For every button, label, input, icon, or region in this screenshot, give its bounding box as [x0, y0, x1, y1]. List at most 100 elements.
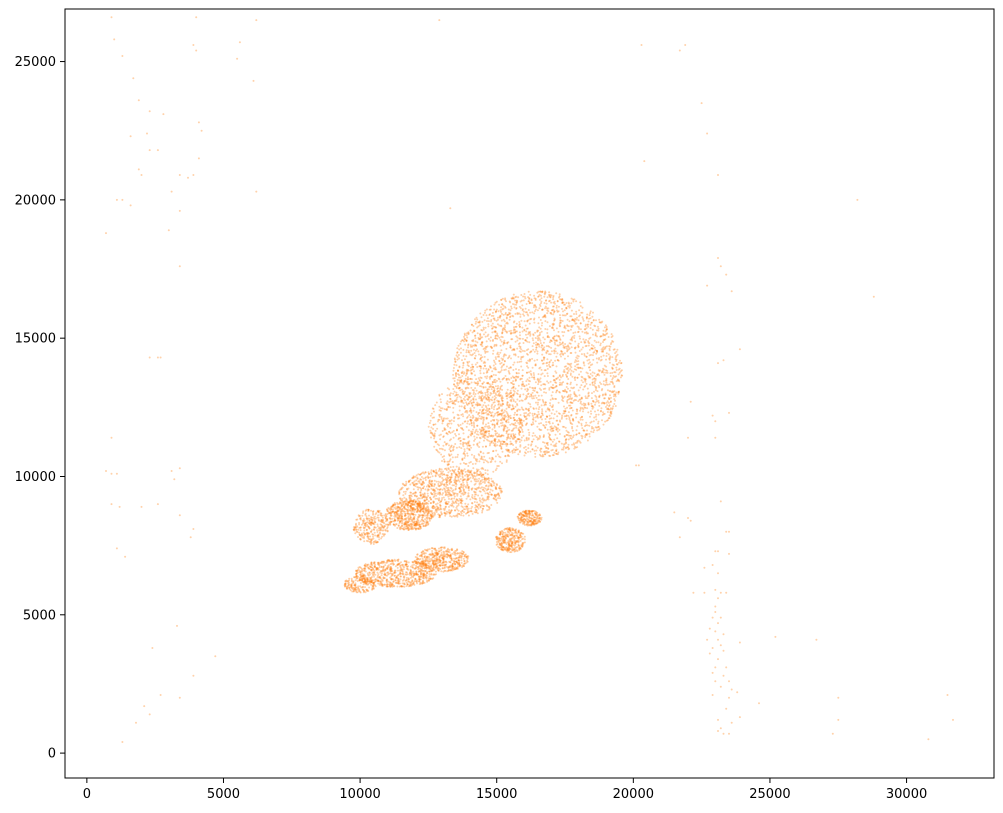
scatter-point: [536, 403, 539, 406]
scatter-point: [481, 501, 484, 504]
scatter-point: [521, 330, 524, 333]
scatter-point: [497, 387, 500, 390]
scatter-point: [497, 402, 500, 405]
scatter-point: [506, 342, 509, 345]
scatter-point: [478, 395, 481, 398]
scatter-point: [444, 489, 447, 492]
scatter-point: [487, 477, 490, 480]
scatter-point: [413, 517, 416, 520]
scatter-point: [486, 382, 489, 385]
scatter-point: [459, 440, 462, 442]
scatter-point: [475, 471, 478, 474]
scatter-point: [431, 510, 433, 512]
scatter-point: [467, 397, 470, 400]
scatter-point: [505, 391, 508, 394]
scatter-point: [600, 409, 602, 412]
scatter-point: [494, 378, 497, 381]
scatter-point: [553, 335, 556, 338]
scatter-point: [551, 427, 554, 430]
scatter-point: [562, 397, 565, 400]
scatter-point: [492, 390, 495, 393]
scatter-point: [582, 429, 585, 432]
scatter-point: [485, 430, 488, 433]
scatter-point: [467, 494, 470, 497]
scatter-point: [505, 379, 508, 382]
scatter-point: [519, 334, 521, 337]
scatter-point: [568, 363, 571, 366]
scatter-point: [550, 406, 553, 408]
scatter-point: [579, 367, 582, 369]
scatter-point: [521, 349, 524, 352]
scatter-point: [602, 401, 605, 404]
scatter-point: [499, 316, 501, 319]
scatter-point: [569, 395, 572, 398]
scatter-point: [465, 473, 468, 476]
scatter-point: [571, 423, 574, 426]
scatter-point: [510, 398, 513, 401]
scatter-point: [507, 370, 510, 372]
scatter-point: [585, 316, 588, 319]
scatter-point: [514, 449, 517, 451]
scatter-point: [456, 494, 459, 497]
scatter-point: [450, 445, 453, 448]
scatter-point: [608, 404, 611, 407]
scatter-point: [435, 440, 438, 443]
scatter-point: [585, 421, 588, 424]
scatter-point: [503, 363, 505, 366]
scatter-point: [463, 380, 466, 383]
scatter-point: [460, 379, 463, 382]
scatter-point: [448, 430, 451, 433]
scatter-point: [428, 519, 431, 522]
scatter-point: [501, 462, 503, 465]
scatter-point: [552, 305, 555, 308]
scatter-point: [542, 450, 545, 453]
scatter-point: [491, 419, 494, 421]
scatter-point: [525, 303, 528, 305]
scatter-point: [476, 318, 479, 321]
scatter-point: [519, 421, 522, 424]
scatter-point: [498, 324, 501, 327]
scatter-point: [560, 319, 563, 322]
scatter-point: [528, 297, 531, 300]
scatter-point: [457, 468, 460, 471]
scatter-point: [488, 440, 491, 443]
scatter-point: [499, 351, 502, 354]
scatter-point: [507, 418, 510, 421]
scatter-point: [543, 375, 546, 378]
scatter-point: [717, 730, 719, 732]
scatter-point: [569, 419, 572, 422]
scatter-point: [573, 443, 576, 446]
scatter-point: [499, 412, 501, 415]
scatter-point: [474, 340, 477, 343]
scatter-point: [550, 340, 553, 343]
scatter-point: [555, 442, 558, 445]
scatter-point: [452, 491, 455, 494]
scatter-point: [493, 387, 496, 390]
scatter-point: [424, 518, 427, 521]
scatter-point: [565, 302, 568, 304]
scatter-point: [530, 394, 533, 397]
scatter-point: [470, 430, 473, 433]
scatter-point: [545, 352, 548, 355]
scatter-point: [541, 455, 544, 458]
scatter-point: [513, 328, 516, 331]
scatter-point: [454, 443, 457, 445]
scatter-point: [490, 347, 493, 349]
scatter-point: [565, 415, 568, 418]
scatter-point: [589, 383, 592, 386]
scatter-point: [437, 450, 439, 453]
scatter-point: [466, 444, 469, 447]
scatter-point: [534, 297, 537, 300]
scatter-point: [573, 334, 576, 337]
scatter-point: [507, 406, 510, 409]
scatter-point: [548, 451, 550, 453]
scatter-point: [574, 394, 577, 397]
scatter-point: [480, 458, 483, 460]
scatter-point: [584, 379, 586, 382]
scatter-point: [678, 49, 681, 52]
scatter-point: [496, 413, 499, 416]
scatter-point: [478, 446, 481, 448]
scatter-point: [513, 419, 516, 422]
scatter-point: [563, 352, 566, 355]
scatter-point: [532, 334, 535, 337]
